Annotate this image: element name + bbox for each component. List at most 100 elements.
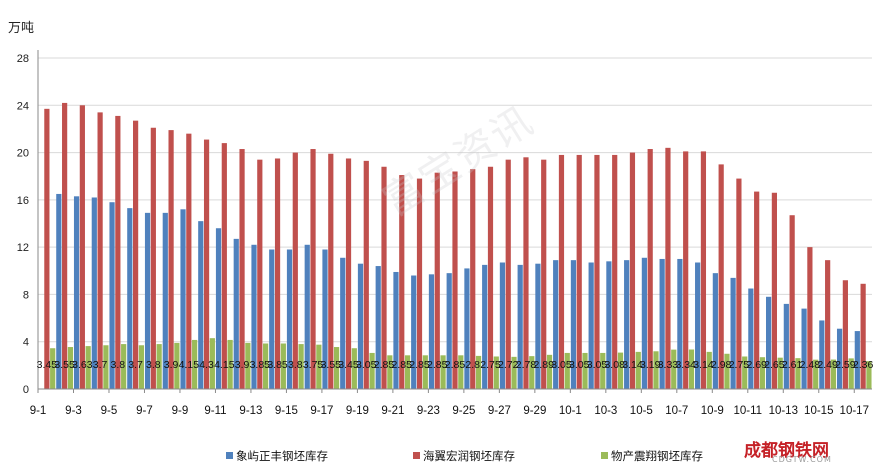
bar-3 [458, 355, 464, 389]
data-label: 3.7 [128, 359, 143, 371]
bar-1 [144, 212, 151, 389]
bar-2 [292, 152, 298, 389]
x-tick-label: 9-15 [275, 405, 298, 417]
bar-1 [322, 249, 328, 389]
bar-2 [310, 149, 316, 389]
bar-3 [617, 352, 624, 389]
bar-3 [103, 345, 109, 389]
x-tick-label: 9-19 [346, 405, 369, 417]
bar-2 [807, 247, 813, 389]
data-label: 3.45 [338, 359, 359, 371]
bar-3 [830, 359, 837, 389]
bar-3 [227, 339, 233, 389]
bar-2 [683, 151, 689, 389]
bar-3 [635, 351, 641, 389]
bar-1 [801, 308, 807, 389]
bar-3 [475, 355, 482, 389]
x-tick-label: 9-25 [452, 405, 475, 417]
x-tick-label: 10-7 [665, 405, 688, 417]
data-label: 2.85 [427, 359, 448, 371]
bar-1 [180, 209, 186, 389]
bar-2 [842, 280, 848, 389]
bar-3 [50, 348, 56, 389]
bar-3 [848, 358, 854, 389]
data-label: 3.05 [569, 359, 590, 371]
data-label: 2.65 [764, 359, 785, 371]
bar-3 [706, 351, 712, 389]
bar-3 [742, 356, 748, 389]
bar-1 [357, 263, 364, 389]
bar-1 [109, 202, 115, 389]
x-tick-label: 9-5 [101, 405, 118, 417]
bar-3 [688, 349, 695, 389]
bar-2 [736, 178, 742, 389]
bar-3 [795, 358, 801, 389]
bar-1 [659, 258, 665, 389]
bar-2 [771, 192, 777, 389]
bar-1 [517, 264, 523, 390]
data-label: 3.8 [146, 359, 161, 371]
data-label: 3.75 [303, 359, 324, 371]
bar-1 [606, 261, 612, 389]
bar-3 [600, 352, 606, 389]
x-tick-label: 10-5 [630, 405, 653, 417]
bar-3 [404, 355, 411, 389]
x-tick-label: 9-11 [204, 405, 226, 417]
bar-2 [505, 159, 511, 389]
data-label: 2.69 [746, 359, 767, 371]
bar-1 [819, 320, 825, 389]
bar-1 [748, 288, 754, 389]
bar-1 [162, 212, 168, 389]
data-label: 3.08 [604, 359, 625, 371]
bar-1 [641, 257, 647, 389]
bar-2 [754, 191, 760, 389]
data-label: 2.75 [480, 359, 501, 371]
bar-1 [286, 249, 293, 389]
bar-1 [73, 196, 80, 389]
data-label: 3.55 [321, 359, 342, 371]
x-tick-label: 9-27 [488, 405, 511, 417]
bar-2 [647, 149, 653, 389]
bar-1 [730, 277, 736, 389]
legend-swatch [601, 452, 608, 459]
data-label: 2.59 [835, 359, 856, 371]
data-label: 3.7 [93, 359, 108, 371]
bar-3 [298, 344, 304, 389]
bar-2 [576, 154, 582, 389]
bar-3 [813, 359, 819, 389]
bar-1 [499, 262, 506, 389]
y-tick-label: 24 [17, 100, 29, 112]
bar-2 [328, 153, 334, 389]
bar-3 [316, 344, 322, 389]
bar-2 [345, 158, 352, 389]
data-label: 2.85 [374, 359, 395, 371]
data-label: 3.85 [267, 359, 288, 371]
bar-3 [546, 354, 553, 389]
bar-1 [428, 274, 435, 389]
bar-2 [150, 127, 156, 389]
bar-1 [482, 264, 488, 390]
data-label: 4.3 [199, 359, 214, 371]
bar-1 [570, 260, 577, 389]
x-tick-label: 9-29 [523, 405, 546, 417]
bar-2 [541, 159, 547, 389]
bar-2 [133, 120, 139, 390]
bar-1 [251, 244, 257, 389]
bar-2 [381, 166, 387, 389]
x-tick-label: 10-15 [804, 405, 833, 417]
bar-3 [777, 357, 783, 389]
data-label: 2.72 [498, 359, 519, 371]
bar-2 [274, 158, 281, 389]
data-label: 2.98 [711, 359, 732, 371]
logo-url: CDGTW.COM [772, 455, 832, 464]
bar-3 [724, 353, 730, 389]
legend-label: 象屿正丰钢坯库存 [236, 449, 328, 463]
y-tick-label: 8 [23, 289, 29, 301]
data-label: 2.85 [445, 359, 466, 371]
bar-1 [712, 273, 718, 389]
data-label: 2.85 [409, 359, 430, 371]
bar-1 [198, 221, 204, 389]
bar-3 [67, 347, 74, 389]
bar-1 [393, 271, 399, 389]
data-label: 3.14 [693, 359, 714, 371]
